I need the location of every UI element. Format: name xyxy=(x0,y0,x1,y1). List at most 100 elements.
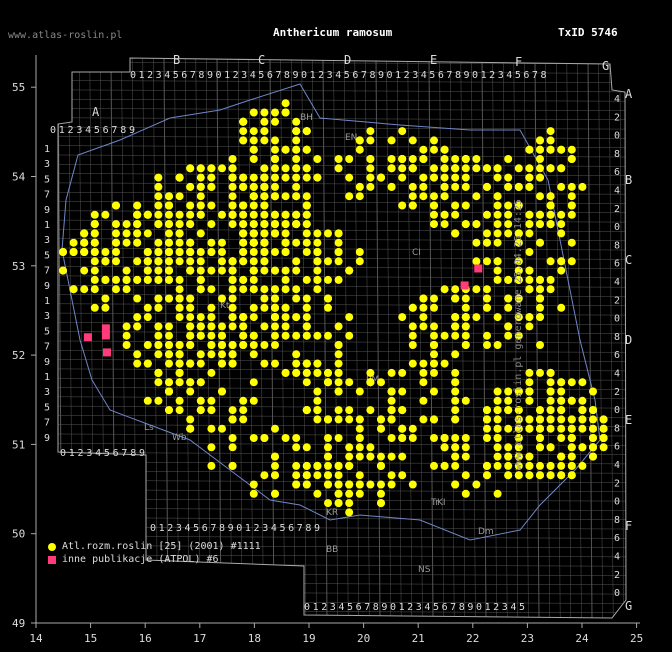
record-dot xyxy=(557,396,566,405)
record-dot xyxy=(408,434,417,442)
record-dot xyxy=(313,368,322,377)
record-dot xyxy=(228,210,237,219)
record-dot xyxy=(90,266,99,275)
record-dot xyxy=(557,434,566,442)
record-dot xyxy=(154,378,163,387)
record-dot xyxy=(196,322,205,331)
record-dot xyxy=(260,192,269,201)
record-dot xyxy=(366,443,375,452)
record-dot xyxy=(260,238,269,247)
record-dot xyxy=(493,192,502,201)
taxon-id: TxID 5746 xyxy=(558,26,618,39)
record-dot xyxy=(196,406,205,415)
circle-marker-icon xyxy=(48,542,56,551)
record-dot xyxy=(302,127,311,136)
record-dot xyxy=(461,220,470,229)
record-dot xyxy=(313,285,322,294)
site-url[interactable]: www.atlas-roslin.pl xyxy=(8,30,123,41)
record-dot xyxy=(271,294,279,303)
record-dot xyxy=(366,127,375,136)
record-dot xyxy=(440,285,449,294)
record-dot xyxy=(292,434,301,442)
record-dot xyxy=(334,238,343,247)
record-dot xyxy=(228,350,237,359)
record-dot xyxy=(514,471,523,480)
region-label: CI xyxy=(412,248,421,258)
record-dot xyxy=(281,331,290,340)
record-dot xyxy=(186,387,195,396)
record-dot xyxy=(451,322,460,331)
record-dot xyxy=(536,294,544,303)
record-dot xyxy=(59,266,67,275)
digit-left: 5 xyxy=(44,174,50,185)
record-dot xyxy=(377,424,385,433)
record-dot xyxy=(207,443,216,452)
record-dot xyxy=(302,210,311,219)
record-dot xyxy=(281,210,290,219)
record-dot xyxy=(334,378,343,387)
record-dot xyxy=(366,452,375,461)
record-dot xyxy=(165,331,173,340)
record-dot xyxy=(228,406,237,415)
record-dot xyxy=(472,192,481,201)
record-dot xyxy=(228,322,237,331)
record-dot xyxy=(313,266,322,275)
record-dot xyxy=(249,313,258,322)
record-dot xyxy=(313,415,322,424)
record-dot xyxy=(430,331,438,340)
record-dot xyxy=(302,192,311,201)
record-dot xyxy=(249,285,258,294)
record-dot xyxy=(440,164,449,173)
record-dot xyxy=(578,443,587,452)
record-dot xyxy=(292,471,301,480)
record-dot xyxy=(355,145,364,154)
record-dot xyxy=(143,303,152,312)
record-dot xyxy=(345,378,354,387)
record-dot xyxy=(271,313,279,322)
record-dot xyxy=(101,303,110,312)
record-dot xyxy=(504,303,513,312)
record-dot xyxy=(196,275,205,284)
record-dot xyxy=(122,285,131,294)
record-dot xyxy=(461,303,470,312)
record-dot xyxy=(313,173,322,182)
record-dot xyxy=(260,266,269,275)
record-dot xyxy=(493,220,502,229)
record-dot xyxy=(578,378,587,387)
record-dot xyxy=(165,229,173,238)
record-dot xyxy=(249,434,258,442)
record-dot xyxy=(186,294,195,303)
record-dot xyxy=(281,164,290,173)
record-dot xyxy=(589,387,597,396)
record-dot xyxy=(504,396,513,405)
record-dot xyxy=(567,415,576,424)
record-dot xyxy=(536,461,544,470)
record-dot xyxy=(175,248,184,256)
record-dot xyxy=(504,220,513,229)
record-dot xyxy=(239,201,248,210)
record-dot xyxy=(281,322,290,331)
record-dot xyxy=(239,173,248,182)
record-dot xyxy=(101,294,110,303)
record-dot xyxy=(514,434,523,442)
record-dot xyxy=(239,257,248,266)
record-dot xyxy=(589,434,597,442)
record-dot xyxy=(483,285,491,294)
record-dot xyxy=(430,387,438,396)
record-dot xyxy=(567,155,576,163)
record-dot xyxy=(345,452,354,461)
record-dot xyxy=(271,164,279,173)
record-dot xyxy=(546,210,555,219)
y-tick-label: 49 xyxy=(12,617,25,630)
record-dot xyxy=(334,248,343,256)
record-dot xyxy=(387,396,396,405)
record-dot xyxy=(430,136,438,145)
record-dot xyxy=(143,275,152,284)
record-dot xyxy=(239,322,248,331)
record-dot xyxy=(302,406,311,415)
x-tick-label: 21 xyxy=(412,632,425,645)
record-dot xyxy=(377,499,385,508)
record-dot xyxy=(302,461,311,470)
record-dot xyxy=(292,294,301,303)
record-dot xyxy=(228,164,237,173)
